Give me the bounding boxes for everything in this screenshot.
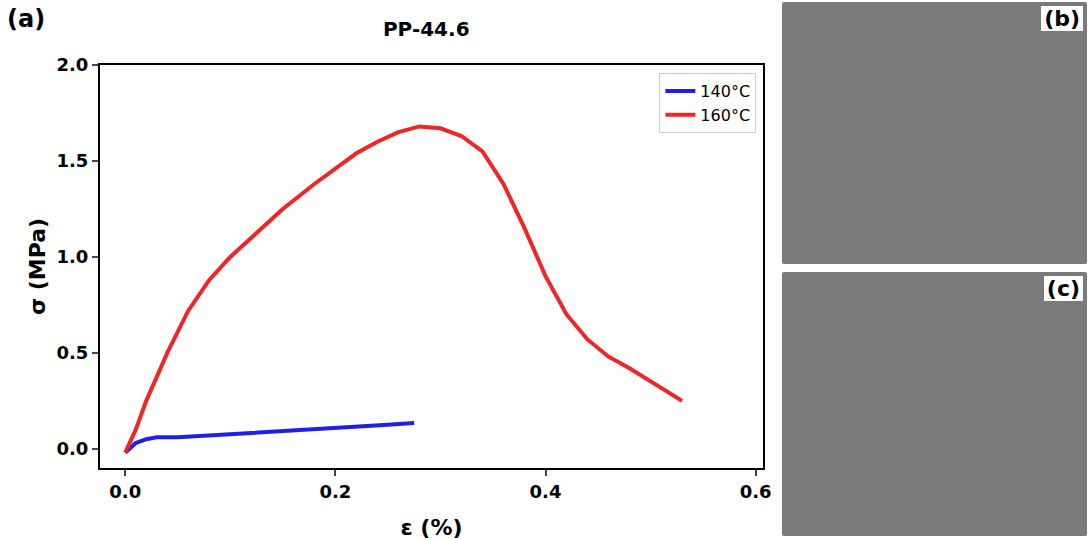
svg-text:1.5: 1.5 <box>57 150 89 171</box>
svg-text:σ (MPa): σ (MPa) <box>25 218 50 315</box>
svg-text:ε (%): ε (%) <box>400 515 462 540</box>
svg-text:160°C: 160°C <box>700 106 750 125</box>
svg-text:0.5: 0.5 <box>57 342 89 363</box>
svg-text:1.0: 1.0 <box>57 246 89 267</box>
svg-text:(a): (a) <box>7 5 45 33</box>
svg-text:140°C: 140°C <box>700 82 750 101</box>
svg-text:0.6: 0.6 <box>740 481 772 502</box>
svg-text:2.0: 2.0 <box>57 54 89 75</box>
svg-text:PP-44.6: PP-44.6 <box>383 17 470 41</box>
html-text:(c): (c) <box>1046 276 1080 301</box>
html-text:(b): (b) <box>1044 6 1080 31</box>
svg-text:0.2: 0.2 <box>319 481 351 502</box>
svg-text:0.0: 0.0 <box>57 438 89 459</box>
svg-text:0.0: 0.0 <box>109 481 141 502</box>
svg-text:0.4: 0.4 <box>530 481 562 502</box>
